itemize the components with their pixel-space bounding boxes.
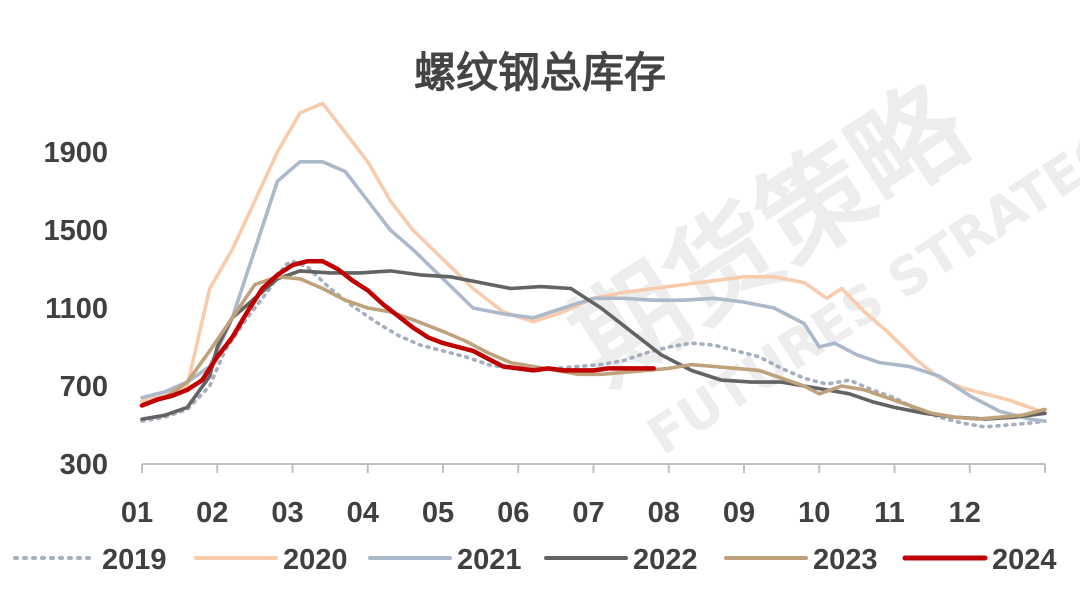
chart-title: 螺纹钢总库存 bbox=[414, 48, 666, 97]
x-tick-label: 11 bbox=[874, 497, 905, 529]
x-tick-label: 09 bbox=[723, 497, 755, 529]
series-line-2019 bbox=[140, 259, 1047, 429]
x-tick-label: 03 bbox=[271, 497, 303, 529]
x-tick-label: 08 bbox=[648, 497, 680, 529]
legend: 2019 2020 2021 2022 2023 2024 bbox=[13, 544, 1057, 576]
x-tick-label: 04 bbox=[347, 497, 379, 529]
x-tick-label: 12 bbox=[949, 497, 981, 529]
x-tick-label: 05 bbox=[422, 497, 454, 529]
x-tick-label: 02 bbox=[196, 497, 228, 529]
series-line-2023 bbox=[140, 275, 1047, 421]
x-tick-label: 10 bbox=[798, 497, 830, 529]
series-line-2021 bbox=[140, 160, 1047, 423]
y-tick-label: 700 bbox=[60, 371, 108, 403]
legend-label-2020: 2020 bbox=[283, 544, 348, 576]
series-line-2024 bbox=[139, 258, 656, 408]
x-tick-label: 01 bbox=[121, 497, 153, 529]
y-tick-label: 1500 bbox=[43, 215, 108, 247]
legend-label-2019: 2019 bbox=[102, 544, 167, 576]
y-tick-label: 1900 bbox=[43, 137, 108, 169]
y-tick-label: 1100 bbox=[45, 293, 108, 325]
series-lines bbox=[139, 101, 1047, 429]
legend-label-2024: 2024 bbox=[992, 544, 1057, 576]
y-axis: 300 700 1100 1500 1900 bbox=[43, 137, 108, 481]
legend-label-2021: 2021 bbox=[457, 544, 522, 576]
x-axis: 01 02 03 04 05 06 07 08 09 10 11 12 bbox=[121, 463, 1046, 529]
legend-label-2022: 2022 bbox=[633, 544, 698, 576]
x-tick-label: 07 bbox=[572, 497, 604, 529]
y-tick-label: 300 bbox=[60, 449, 108, 481]
series-line-2022 bbox=[140, 269, 1047, 421]
x-tick-label: 06 bbox=[497, 497, 529, 529]
legend-label-2023: 2023 bbox=[813, 544, 878, 576]
